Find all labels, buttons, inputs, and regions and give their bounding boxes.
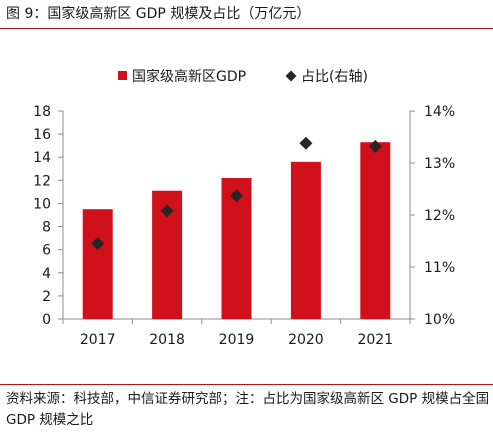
right-tick-label: 13% [424,156,455,172]
left-tick-label: 18 [33,104,51,120]
x-tick-label: 2018 [149,332,185,348]
bar [360,142,391,319]
bar [82,209,113,319]
diamond-marker [368,139,382,153]
right-tick-label: 12% [424,208,455,224]
legend: 国家级高新区GDP 占比(右轴) [118,68,368,85]
diamond-marker [230,189,243,203]
right-tick-label: 10% [424,312,455,328]
legend-bar-swatch [118,71,127,80]
x-tick-label: 2021 [357,332,393,348]
left-tick-label: 6 [42,243,51,259]
left-tick-label: 14 [33,150,51,166]
left-tick-label: 4 [42,266,51,282]
x-tick-label: 2020 [288,332,324,348]
right-tick-label: 11% [424,260,455,276]
axes: 0 2 4 6 8 10 12 14 16 18 10% 11% 12% 13% 14% 2017 2018 20… [33,104,455,348]
diamond-marker [299,136,313,150]
left-tick-label: 8 [42,220,51,236]
left-tick-label: 16 [33,127,51,143]
left-tick-label: 0 [42,312,51,328]
bar [290,161,321,319]
legend-marker-label: 占比(右轴) [301,69,368,85]
diamond-marker [160,204,174,218]
diamond-marker [91,237,105,251]
title-rule [0,28,493,29]
chart: 国家级高新区GDP 占比(右轴) 0 2 4 6 8 10 12 14 16 18 10% 11% 12%… [33,68,455,348]
legend-bar-label: 国家级高新区GDP [132,68,246,85]
marker-series [91,136,382,251]
bar-series [82,142,391,319]
left-tick-label: 10 [33,196,51,212]
left-tick-label: 12 [33,173,51,189]
x-tick-label: 2017 [80,332,116,348]
left-tick-label: 2 [42,289,51,305]
legend-diamond-swatch [285,70,297,82]
x-tick-label: 2019 [219,332,255,348]
figure-title: 图 9：国家级高新区 GDP 规模及占比（万亿元） [6,6,311,22]
right-tick-label: 14% [424,104,455,120]
source-note: 资料来源：科技部，中信证券研究部；注：占比为国家级高新区 GDP 规模占全国 G… [6,391,490,428]
source-rule [0,384,493,385]
